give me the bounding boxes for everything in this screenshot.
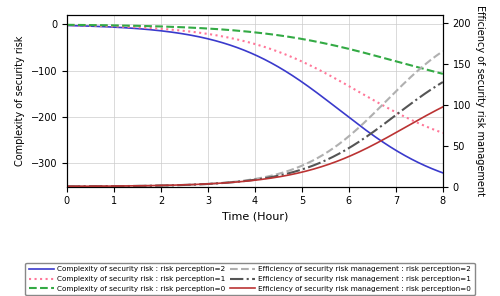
X-axis label: Time (Hour): Time (Hour) <box>222 212 288 222</box>
Legend: Complexity of security risk : risk perception=2, Complexity of security risk : r: Complexity of security risk : risk perce… <box>26 263 474 295</box>
Y-axis label: Complexity of security risk: Complexity of security risk <box>15 36 25 166</box>
Y-axis label: Efficiency of security risk management: Efficiency of security risk management <box>475 5 485 196</box>
